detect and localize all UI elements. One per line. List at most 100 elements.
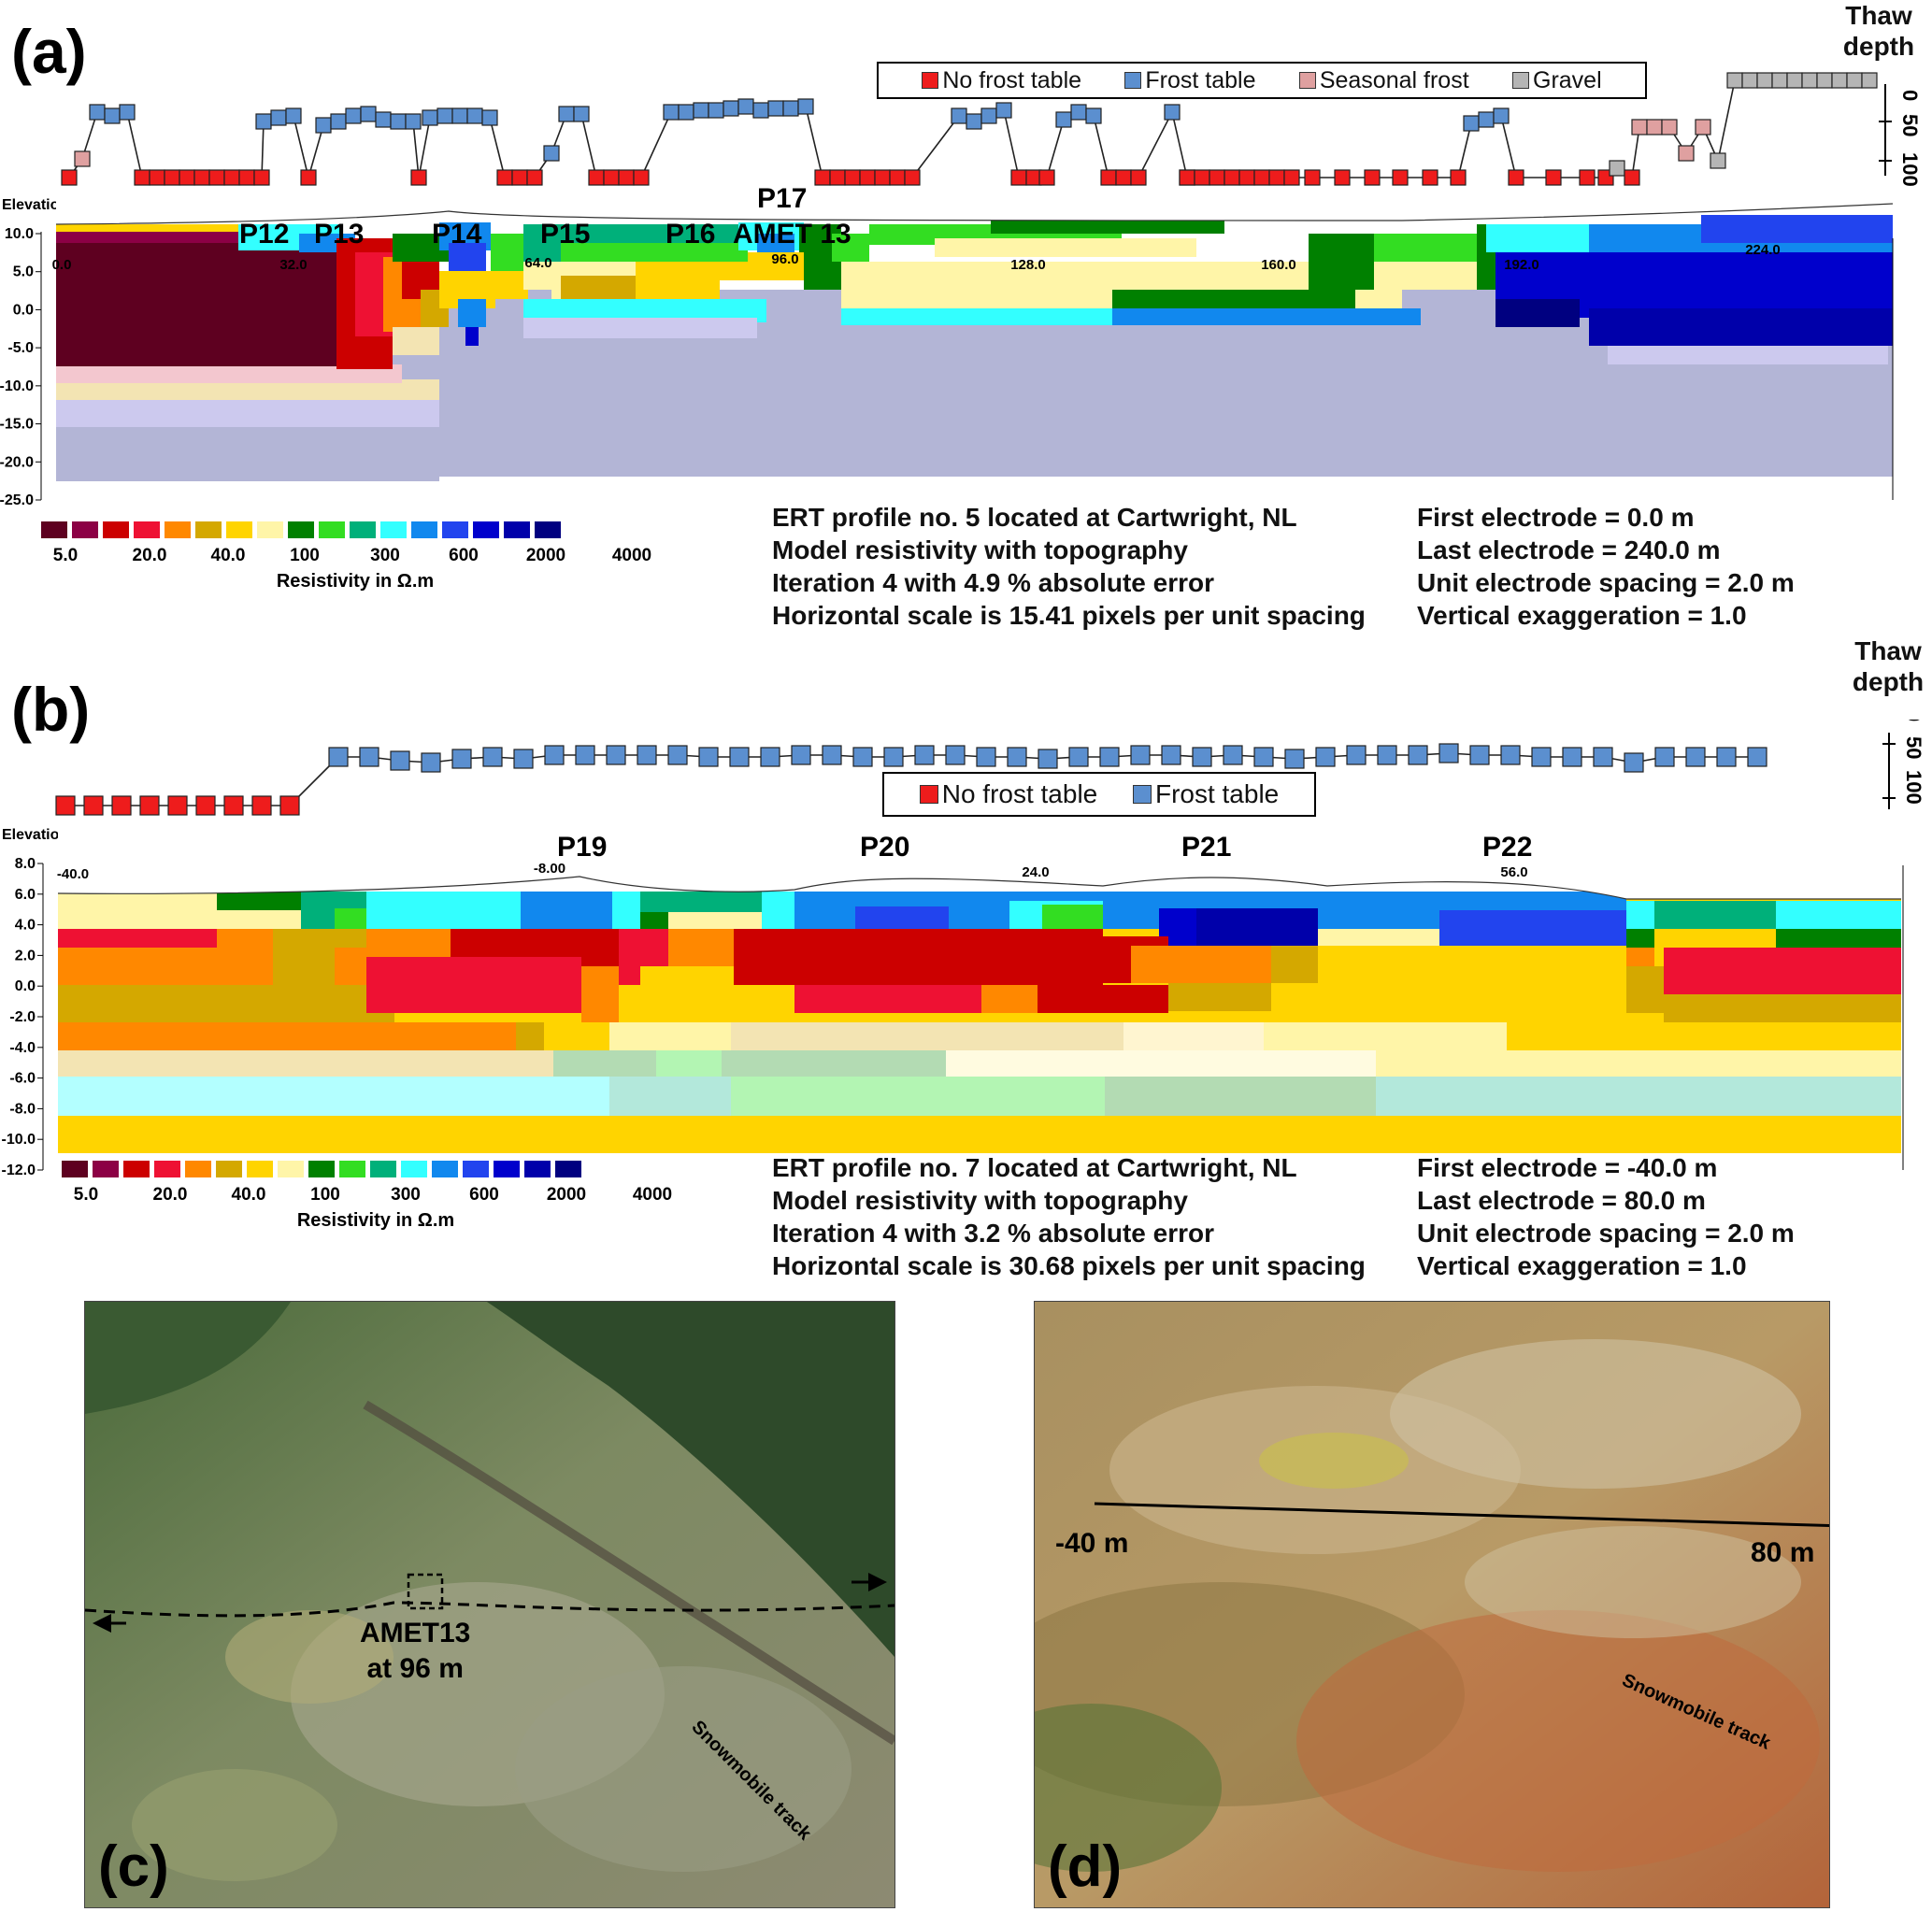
legend-item-seasonal: Seasonal frost [1298, 67, 1469, 94]
thaw-depth-marker [1283, 169, 1300, 186]
info-a-right2: Last electrode = 240.0 m [1417, 535, 1721, 564]
point-label-P14: P14 [432, 219, 482, 250]
amet13-line2: at 96 m [366, 1653, 464, 1684]
thaw-depth-marker [1493, 107, 1510, 124]
x-tick-label: 128.0 [1010, 257, 1046, 273]
thaw-tick-b-0: 0 [1902, 720, 1925, 721]
thaw-depth-marker [179, 169, 195, 186]
thaw-depth-marker [797, 98, 814, 115]
thaw-depth-marker [633, 169, 650, 186]
scale-title: Resistivity in Ω.m [277, 571, 434, 592]
thaw-depth-marker [513, 749, 534, 769]
thaw-depth-marker [883, 747, 904, 767]
scale-tick-label: 300 [370, 546, 400, 565]
thaw-depth-marker [466, 107, 483, 124]
thaw-depth-marker [410, 169, 427, 186]
thaw-depth-marker [1007, 747, 1027, 767]
thaw-depth-marker [1315, 747, 1336, 767]
thaw-depth-marker [1463, 115, 1480, 132]
thaw-depth-marker [1284, 749, 1305, 769]
thaw-depth-marker [1747, 747, 1767, 767]
y-tick-label: -2.0 [9, 1009, 36, 1025]
x-tick-label: -8.00 [534, 861, 565, 877]
thaw-depth-marker [1801, 72, 1818, 89]
thaw-depth-marker [1695, 119, 1711, 136]
thaw-depth-marker [980, 107, 997, 124]
scale-swatch [339, 1161, 365, 1177]
thaw-depth-marker [543, 145, 560, 162]
y-tick-label: 6.0 [15, 887, 36, 903]
thaw-depth-marker [575, 745, 595, 765]
scale-swatch [278, 1161, 304, 1177]
point-label-P21: P21 [1181, 832, 1232, 863]
thaw-depth-marker [1678, 145, 1695, 162]
scale-swatch [494, 1161, 520, 1177]
scale-swatch [123, 1161, 150, 1177]
thaw-depth-marker [1726, 72, 1743, 89]
thaw-depth-marker [1253, 169, 1270, 186]
thaw-depth-marker [966, 113, 982, 130]
scale-swatch [288, 521, 314, 538]
thaw-depth-marker [737, 98, 754, 115]
thaw-depth-marker [1408, 745, 1428, 765]
thaw-axis-b: 0 50 100 [1882, 720, 1925, 809]
x-tick-label: 224.0 [1745, 242, 1781, 258]
point-label-P15: P15 [540, 219, 591, 250]
scale-tick-label: 100 [310, 1185, 340, 1205]
thaw-depth-marker [1661, 119, 1678, 136]
thaw-depth-marker [1164, 104, 1181, 121]
thaw-depth-marker [1450, 169, 1467, 186]
thaw-depth-marker [698, 747, 719, 767]
legend-item-gravel: Gravel [1512, 67, 1602, 94]
thaw-depth-marker [208, 169, 225, 186]
thaw-depth-marker [119, 104, 136, 121]
thaw-depth-marker [328, 747, 349, 767]
thaw-depth-marker [1741, 72, 1758, 89]
y-tick-label: -12.0 [2, 1163, 36, 1178]
y-tick-label: 0.0 [15, 978, 36, 994]
y-tick-label: 10.0 [5, 226, 34, 242]
scale-swatch [72, 521, 98, 538]
thaw-depth-marker [315, 117, 332, 134]
thaw-depth-marker [1631, 119, 1648, 136]
frost-legend-a: No frost table Frost table Seasonal fros… [877, 62, 1647, 99]
y-tick-label: 5.0 [13, 264, 34, 280]
thaw-depth-marker [1346, 745, 1367, 765]
info-a-right3: Unit electrode spacing = 2.0 m [1417, 568, 1795, 597]
thaw-depth-marker [167, 795, 188, 816]
thaw-depth-marker [1593, 747, 1613, 767]
scale-tick-label: 600 [469, 1185, 499, 1205]
thaw-depth-marker [1508, 169, 1524, 186]
thaw-depth-marker [511, 169, 528, 186]
y-axis-a: 10.0 5.0 0.0 -5.0 -10.0 -15.0 -20.0 -25.0 [0, 226, 1894, 505]
thaw-depth-marker [1624, 169, 1640, 186]
thaw-depth-marker [1478, 111, 1495, 128]
point-label-P19: P19 [557, 832, 608, 863]
thaw-depth-marker [1304, 169, 1321, 186]
thaw-tick-0: 0 [1898, 90, 1922, 101]
thaw-depth-strip-b: 0 50 100 [55, 720, 1925, 816]
info-b-right1: First electrode = -40.0 m [1417, 1153, 1718, 1182]
y-tick-label: -10.0 [2, 1132, 36, 1148]
thaw-depth-strip-a: 0 50 100 [61, 72, 1922, 187]
thaw-depth-marker [1238, 169, 1255, 186]
thaw-depth-marker [995, 102, 1012, 119]
thaw-depth-marker [1545, 169, 1562, 186]
scale-swatch [555, 1161, 581, 1177]
scale-title: Resistivity in Ω.m [297, 1210, 454, 1231]
thaw-depth-marker [1377, 745, 1397, 765]
y-tick-label: 2.0 [15, 948, 36, 963]
scale-swatch [257, 521, 283, 538]
thaw-depth-marker [1756, 72, 1773, 89]
amet13-line1: AMET13 [360, 1618, 471, 1648]
thaw-depth-marker [1100, 169, 1117, 186]
thaw-depth-marker [61, 169, 78, 186]
thaw-depth-marker [481, 109, 498, 126]
thaw-depth-marker [451, 107, 468, 124]
thaw-depth-marker [1209, 169, 1225, 186]
thaw-depth-marker [573, 106, 590, 122]
x-tick-label: 160.0 [1261, 257, 1296, 273]
scale-tick-label: 4000 [612, 546, 651, 565]
thaw-depth-marker [1038, 169, 1055, 186]
legend-b-frost: Frost table [1132, 779, 1279, 809]
